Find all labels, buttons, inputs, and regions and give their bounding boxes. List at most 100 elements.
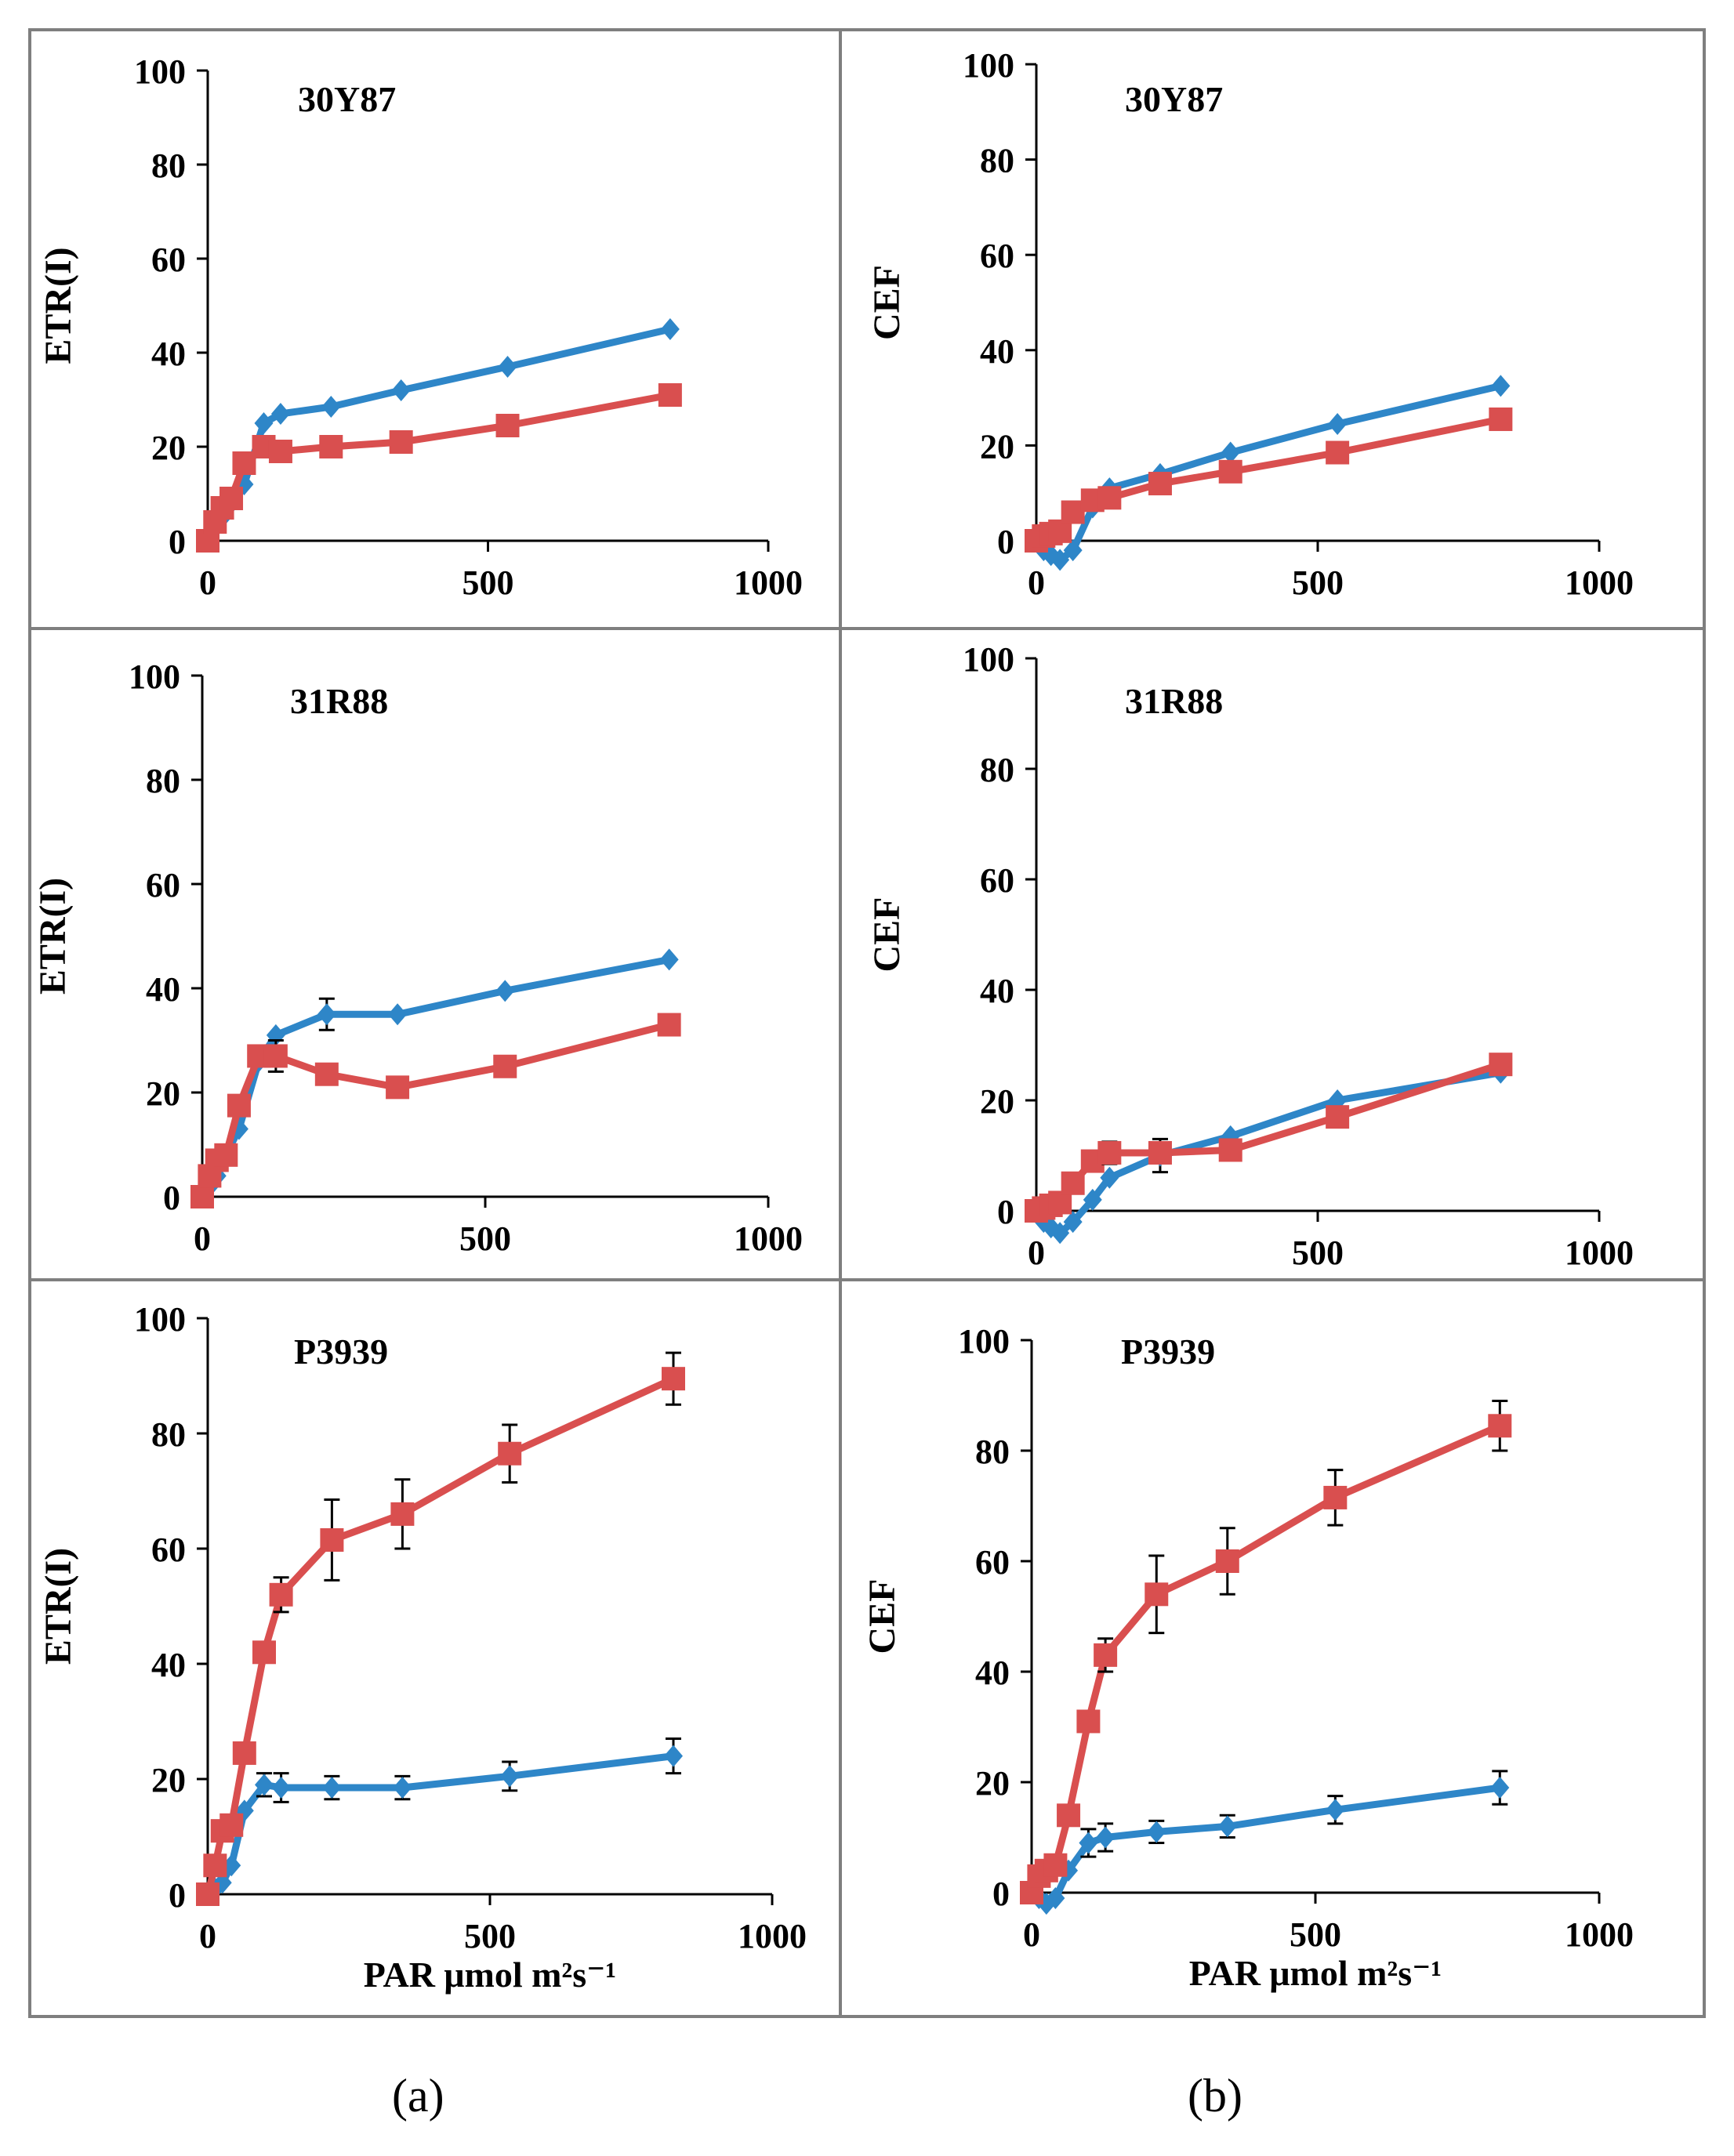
y-tick-label: 0 [997,523,1014,561]
data-point-square [269,1582,293,1607]
data-point-diamond [495,980,515,1002]
x-tick-label: 1000 [1565,563,1634,602]
data-point-square [232,1741,256,1765]
x-tick-label: 1000 [1565,1234,1634,1272]
x-tick-label: 0 [1028,1234,1045,1272]
y-tick-label: 60 [146,866,180,904]
data-point-square [657,1013,681,1037]
data-point-diamond [1083,1188,1102,1211]
y-tick-label: 60 [980,237,1014,275]
data-point-diamond [321,396,341,418]
data-point-square [1076,1709,1101,1734]
chart-title: 31R88 [1125,681,1223,721]
y-tick-label: 60 [151,1531,186,1569]
x-tick-label: 500 [1292,563,1344,602]
x-tick-label: 1000 [738,1917,807,1955]
data-point-square [219,487,244,510]
y-tick-label: 20 [975,1764,1010,1803]
data-point-square [662,1367,685,1391]
panel-label-a: (a) [392,2070,444,2122]
panel-label-b: (b) [1188,2070,1242,2122]
y-axis-label: ETR(I) [38,247,79,364]
data-point-square [1326,1105,1350,1129]
data-point-square [1097,1140,1122,1165]
data-point-square [495,414,520,437]
data-point-square [1094,1643,1118,1667]
chart-title: P3939 [1121,1332,1215,1372]
y-tick-label: 60 [975,1543,1010,1582]
data-point-square [214,1143,238,1167]
data-point-square [1145,1582,1169,1607]
x-tick-label: 1000 [734,563,803,602]
data-point-square [390,1502,415,1526]
y-axis-label: ETR(I) [32,878,74,995]
x-axis-label: PAR μmol m²s⁻¹ [364,1955,616,1995]
data-point-diamond [659,948,679,971]
data-point-square [1218,459,1242,484]
data-point-diamond [664,1745,683,1767]
y-tick-label: 80 [146,762,180,800]
y-tick-label: 20 [151,1761,186,1799]
panel-frame [28,28,1706,2018]
data-point-diamond [660,318,680,340]
y-tick-label: 40 [151,335,186,373]
data-point-square [1489,1053,1513,1077]
y-tick-label: 80 [980,751,1014,789]
data-point-square [319,435,343,458]
x-tick-label: 500 [463,563,514,602]
y-tick-label: 100 [958,1322,1010,1361]
data-point-diamond [388,1003,408,1026]
series-series2 [1020,1400,1512,1904]
data-point-diamond [391,379,411,401]
y-axis-label: ETR(I) [38,1548,79,1665]
x-tick-label: 500 [459,1219,511,1258]
y-tick-label: 80 [151,147,186,185]
data-point-diamond [393,1777,412,1799]
outer-frame [28,28,1706,2018]
chart-title: 31R88 [290,681,388,721]
data-point-square [1043,1853,1068,1877]
data-point-square [1061,500,1085,524]
series-series2 [1025,1053,1513,1223]
y-tick-label: 0 [997,1193,1014,1231]
data-point-square [1097,486,1122,510]
data-point-diamond [322,1777,342,1799]
data-point-diamond [1221,441,1240,464]
y-tick-label: 40 [980,332,1014,371]
data-point-diamond [1050,1222,1070,1245]
y-tick-label: 0 [169,523,186,561]
data-point-square [386,1075,410,1100]
data-point-diamond [1217,1815,1237,1838]
data-point-square [252,1640,276,1665]
y-tick-label: 100 [134,53,186,91]
chart-title: P3939 [294,1332,388,1372]
y-tick-label: 60 [980,861,1014,900]
x-tick-label: 1000 [1565,1915,1634,1954]
x-tick-label: 0 [199,1917,216,1955]
data-point-diamond [1491,375,1511,397]
data-point-square [493,1054,517,1078]
chart-title: 30Y87 [298,79,396,119]
x-axis-label: PAR μmol m²s⁻¹ [1189,1953,1442,1993]
data-point-diamond [270,403,290,425]
data-point-square [268,440,292,463]
y-tick-label: 40 [975,1654,1010,1692]
y-tick-label: 20 [146,1074,180,1113]
data-point-diamond [498,356,517,378]
data-point-square [1326,440,1350,465]
data-point-square [1488,1414,1512,1438]
y-tick-label: 0 [992,1875,1010,1913]
data-point-diamond [254,412,274,434]
data-point-diamond [1063,1211,1083,1234]
data-point-square [227,1093,251,1118]
data-point-square [320,1527,344,1552]
y-tick-label: 40 [980,972,1014,1010]
data-point-square [190,1185,214,1208]
data-point-square [1323,1485,1348,1509]
